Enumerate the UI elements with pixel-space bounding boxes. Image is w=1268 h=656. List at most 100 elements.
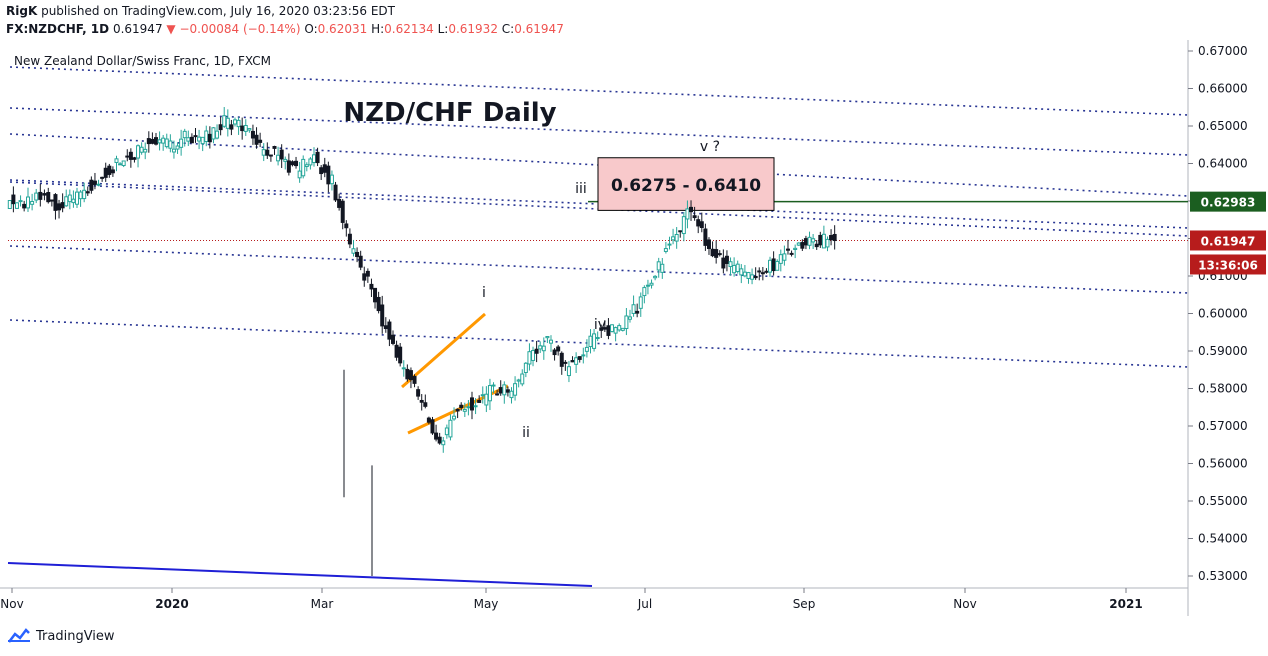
y-tick-label: 0.65000 [1198, 119, 1248, 133]
candle-body [311, 154, 316, 163]
candle-body [103, 167, 108, 178]
author-name[interactable]: RigK [6, 4, 38, 18]
candle-body [286, 160, 291, 173]
candle-body [175, 145, 180, 150]
countdown-badge-label: 13:36:06 [1198, 258, 1258, 272]
candle-body [735, 263, 740, 273]
candle-body [434, 432, 439, 440]
y-tick-label: 0.54000 [1198, 532, 1248, 546]
candle-body [610, 324, 615, 333]
chart-area[interactable]: 0.670000.660000.650000.640000.630000.620… [0, 40, 1268, 616]
candle-body [197, 136, 202, 142]
candle-body [200, 136, 205, 145]
candle-body [778, 254, 783, 264]
candle-body [222, 115, 227, 127]
y-tick-label: 0.59000 [1198, 344, 1248, 358]
candle-body [290, 161, 295, 166]
candle-body [760, 272, 765, 275]
candle-body [315, 151, 320, 164]
candle-body [225, 117, 230, 129]
candle-body [566, 366, 571, 377]
candle-body [441, 440, 446, 446]
candle-body [523, 362, 528, 373]
channel-line [9, 66, 1189, 116]
candle-body [692, 215, 697, 219]
candle-body [825, 238, 830, 248]
candle-body [204, 130, 209, 143]
candle-body [599, 327, 604, 331]
candle-body [487, 385, 492, 402]
high-value: 0.62134 [384, 22, 434, 36]
candle-body [635, 310, 640, 314]
candle-body [606, 325, 611, 336]
candle-body [541, 345, 546, 352]
candle-body [638, 296, 643, 309]
candle-body [143, 148, 148, 153]
y-tick-label: 0.60000 [1198, 307, 1248, 321]
candle-body [613, 327, 618, 334]
price-chart[interactable]: 0.670000.660000.650000.640000.630000.620… [0, 40, 1268, 616]
x-tick-label: Nov [953, 597, 976, 611]
chart-header: RigK published on TradingView.com, July … [0, 0, 1268, 40]
candle-body [387, 321, 392, 340]
candle-body [480, 394, 485, 397]
candle-body [807, 236, 812, 246]
candle-body [390, 334, 395, 344]
candle-body [706, 239, 711, 249]
candle-body [710, 248, 715, 257]
candle-body [118, 163, 123, 166]
candle-body [92, 180, 97, 185]
down-arrow-icon: ▼ [166, 22, 176, 36]
candle-body [14, 202, 19, 209]
candle-body [782, 253, 787, 261]
candle-body [768, 259, 773, 273]
candle-body [624, 315, 629, 330]
candle-body [663, 248, 668, 252]
candle-body [455, 408, 460, 412]
y-tick-label: 0.55000 [1198, 494, 1248, 508]
candle-body [448, 419, 453, 438]
y-tick-label: 0.64000 [1198, 157, 1248, 171]
channel-line [9, 319, 1189, 368]
candle-body [164, 138, 169, 148]
wave-label: iv [594, 317, 606, 333]
target-box [597, 157, 775, 211]
candle-body [276, 154, 281, 162]
candle-body [484, 393, 489, 406]
candle-body [724, 255, 729, 264]
candle-body [584, 346, 589, 352]
candle-body [721, 257, 726, 269]
candle-body [595, 337, 600, 340]
candle-body [71, 198, 76, 204]
candle-body [358, 255, 363, 268]
wedge-upper-line [401, 312, 486, 389]
candle-body [527, 351, 532, 365]
candle-body [132, 157, 137, 160]
x-tick-label: 2020 [155, 597, 188, 611]
low-value: 0.61932 [448, 22, 498, 36]
symbol-label[interactable]: FX:NZDCHF, 1D [6, 22, 110, 36]
candle-body [696, 219, 701, 227]
candle-body [412, 376, 417, 384]
candle-body [265, 149, 270, 156]
candle-body [100, 176, 105, 179]
y-tick-label: 0.58000 [1198, 382, 1248, 396]
y-tick-label: 0.53000 [1198, 569, 1248, 583]
tradingview-brand[interactable]: TradingView [8, 628, 115, 644]
candle-body [602, 327, 607, 330]
candle-body [459, 404, 464, 409]
countdown-badge [1190, 254, 1266, 275]
candle-body [678, 230, 683, 233]
candle-body [574, 357, 579, 365]
candle-body [125, 155, 130, 158]
candle-body [236, 119, 241, 128]
channel-line [9, 107, 1189, 156]
candle-body [699, 221, 704, 229]
candle-body [283, 158, 288, 162]
candle-body [355, 251, 360, 258]
candle-body [161, 137, 166, 144]
candle-body [437, 436, 442, 444]
candle-body [592, 333, 597, 349]
candle-body [38, 191, 43, 200]
candle-body [258, 139, 263, 143]
